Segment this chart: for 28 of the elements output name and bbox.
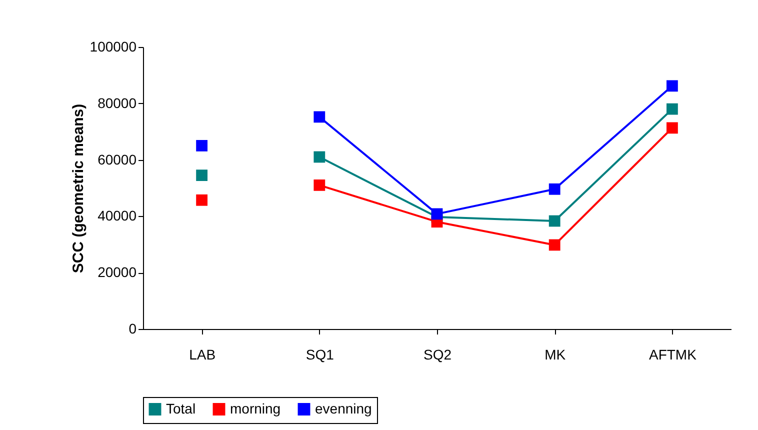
x-tick-label: AFTMK xyxy=(648,346,698,362)
point xyxy=(548,183,560,195)
point xyxy=(548,215,560,227)
y-axis-title: SCC (geometric means) xyxy=(70,104,87,274)
y-tick-label: 60000 xyxy=(98,151,137,168)
y-tick-label: 0 xyxy=(128,320,137,336)
x-tick-label: LAB xyxy=(189,346,216,362)
point xyxy=(196,170,208,182)
legend-label: morning xyxy=(230,400,281,416)
point xyxy=(431,208,443,220)
y-tick-label: 40000 xyxy=(98,208,137,224)
point xyxy=(314,111,326,123)
point xyxy=(666,103,678,115)
y-tick-label: 100000 xyxy=(90,38,137,54)
point xyxy=(314,151,326,163)
point xyxy=(196,140,208,152)
point xyxy=(314,179,326,191)
x-tick-label: SQ2 xyxy=(423,346,452,362)
point xyxy=(666,80,678,92)
y-tick-label: 80000 xyxy=(98,94,137,111)
point xyxy=(548,239,560,251)
x-tick-label: MK xyxy=(544,346,566,362)
point xyxy=(196,194,208,206)
legend-label: Total xyxy=(166,400,196,416)
point xyxy=(666,122,678,134)
y-tick-label: 20000 xyxy=(98,264,137,280)
legend-label: evenning xyxy=(315,400,372,416)
x-tick-label: SQ1 xyxy=(306,346,334,362)
